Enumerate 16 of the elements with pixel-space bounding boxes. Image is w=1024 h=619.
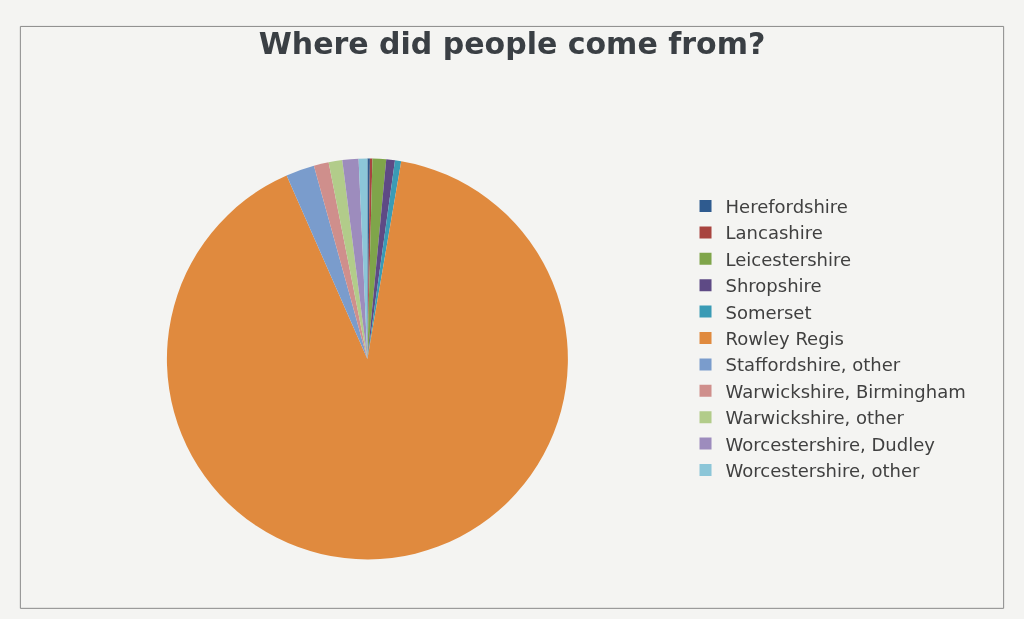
legend-label: Warwickshire, other xyxy=(725,407,905,429)
legend-label: Lancashire xyxy=(725,222,823,244)
legend-label: Rowley Regis xyxy=(725,328,844,350)
chart-title: Where did people come from? xyxy=(258,25,766,61)
legend-label: Herefordshire xyxy=(725,196,848,218)
legend-label: Somerset xyxy=(725,301,812,323)
legend-label: Worcestershire, Dudley xyxy=(725,433,936,455)
pie-slice xyxy=(367,158,387,359)
legend-label: Shropshire xyxy=(725,275,822,297)
pie-slice xyxy=(166,161,568,560)
legend-label: Worcestershire, other xyxy=(725,460,921,482)
legend-label: Staffordshire, other xyxy=(725,354,901,376)
legend-label: Warwickshire, Birmingham xyxy=(725,380,966,402)
pie-slice xyxy=(286,165,368,359)
legend-label: Leicestershire xyxy=(725,248,852,270)
pie-slice xyxy=(313,162,368,359)
